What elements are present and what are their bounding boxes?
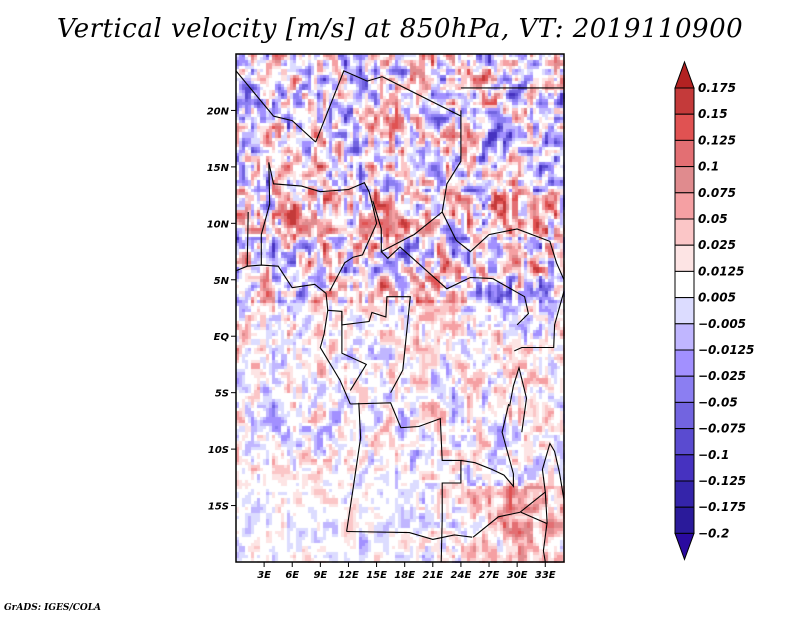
- colorbar-segment: [674, 113, 695, 141]
- colorbar-label: −0.075: [698, 422, 746, 436]
- y-tick-label: 10N: [207, 219, 230, 230]
- colorbar-label: −0.2: [698, 526, 729, 540]
- vertical-velocity-field: [236, 54, 565, 563]
- country-border: [346, 530, 473, 540]
- colorbar-label: 0.125: [698, 133, 736, 147]
- x-tick-label: 9E: [313, 570, 327, 581]
- colorbar-label: −0.0125: [698, 343, 754, 357]
- colorbar-label: −0.1: [698, 448, 729, 462]
- country-border: [315, 70, 383, 143]
- colorbar-label: 0.005: [698, 291, 736, 305]
- colorbar-label: −0.005: [698, 317, 746, 331]
- colorbar-segment: [674, 270, 695, 299]
- country-border: [441, 116, 462, 213]
- y-tick-label: 15N: [207, 163, 230, 174]
- colorbar-segment: [674, 218, 695, 246]
- y-tick-label: 5N: [214, 276, 230, 287]
- colorbar-label: −0.125: [698, 474, 746, 488]
- country-border: [460, 403, 514, 488]
- y-tick-label: 15S: [208, 502, 229, 513]
- country-border: [268, 162, 374, 207]
- country-border: [329, 206, 378, 292]
- colorbar-segment: [674, 375, 695, 403]
- colorbar-segment: [674, 349, 695, 377]
- x-tick-label: 12E: [338, 570, 359, 581]
- colorbar-segment: [674, 166, 695, 194]
- country-border: [350, 402, 462, 520]
- country-border: [341, 311, 368, 391]
- x-tick-label: 18E: [394, 570, 415, 581]
- colorbar-segment: [674, 244, 695, 272]
- country-border: [246, 211, 249, 267]
- map-field-container: [236, 54, 565, 563]
- x-tick-label: 33E: [535, 570, 556, 581]
- country-border: [440, 519, 443, 563]
- x-tick-label: 3E: [257, 570, 271, 581]
- country-border: [492, 278, 530, 326]
- x-tick-label: 27E: [479, 570, 500, 581]
- colorbar-max-extend: [674, 60, 695, 89]
- colorbar-segment: [674, 87, 695, 115]
- colorbar-segment: [674, 454, 695, 482]
- colorbar-label: 0.0125: [698, 264, 744, 278]
- grads-credit: GrADS: IGES/COLA: [4, 603, 102, 613]
- y-tick-label: 5S: [215, 389, 229, 400]
- country-border: [514, 290, 565, 352]
- colorbar-label: 0.15: [698, 107, 728, 121]
- colorbar-segment: [674, 428, 695, 456]
- y-tick-label: 20N: [207, 106, 230, 117]
- y-tick-label: EQ: [214, 332, 230, 343]
- country-border: [235, 264, 351, 405]
- x-tick-label: 21E: [422, 570, 443, 581]
- x-axis: 3E 6E 9E 12E 15E 18E 21E 24E 27E 30E 33E: [257, 562, 556, 581]
- colorbar-label: 0.1: [698, 160, 719, 174]
- country-border: [509, 365, 528, 433]
- x-tick-label: 6E: [285, 570, 299, 581]
- colorbar-label: 0.075: [698, 186, 736, 200]
- country-border: [235, 70, 317, 143]
- country-border: [542, 491, 548, 563]
- country-border: [472, 442, 565, 538]
- country-borders: [235, 70, 565, 563]
- colorbar-segment: [674, 192, 695, 220]
- y-axis: 20N 15N 10N 5N EQ 5S 10S 15S: [207, 106, 236, 513]
- colorbar-label: −0.175: [698, 500, 746, 514]
- map-frame: [235, 53, 565, 563]
- y-tick-label: 10S: [208, 445, 229, 456]
- colorbar-label: 0.05: [698, 212, 728, 226]
- country-border: [260, 162, 271, 266]
- colorbar-segment: [674, 139, 695, 168]
- country-border: [372, 200, 443, 253]
- colorbar-min-extend: [674, 532, 695, 561]
- colorbar-label: 0.025: [698, 238, 736, 252]
- x-tick-label: 15E: [366, 570, 387, 581]
- country-border: [346, 402, 362, 532]
- colorbar-label: −0.025: [698, 369, 746, 383]
- country-border: [380, 246, 493, 290]
- chart-title: Vertical velocity [m/s] at 850hPa, VT: 2…: [56, 14, 744, 44]
- colorbar-label: −0.05: [698, 395, 738, 409]
- colorbar-label: 0.175: [698, 81, 736, 95]
- colorbar-segment: [674, 480, 695, 508]
- x-tick-label: 30E: [507, 570, 528, 581]
- x-tick-label: 24E: [451, 570, 472, 581]
- colorbar-segment: [674, 297, 695, 325]
- colorbar-segment: [674, 323, 695, 351]
- colorbar: 0.175 0.15 0.125 0.1 0.075 0.05 0.025 0.0125 0.0…: [674, 60, 754, 561]
- colorbar-segment: [674, 401, 695, 430]
- country-border: [441, 211, 565, 281]
- colorbar-segment: [674, 506, 695, 534]
- country-border: [520, 511, 548, 525]
